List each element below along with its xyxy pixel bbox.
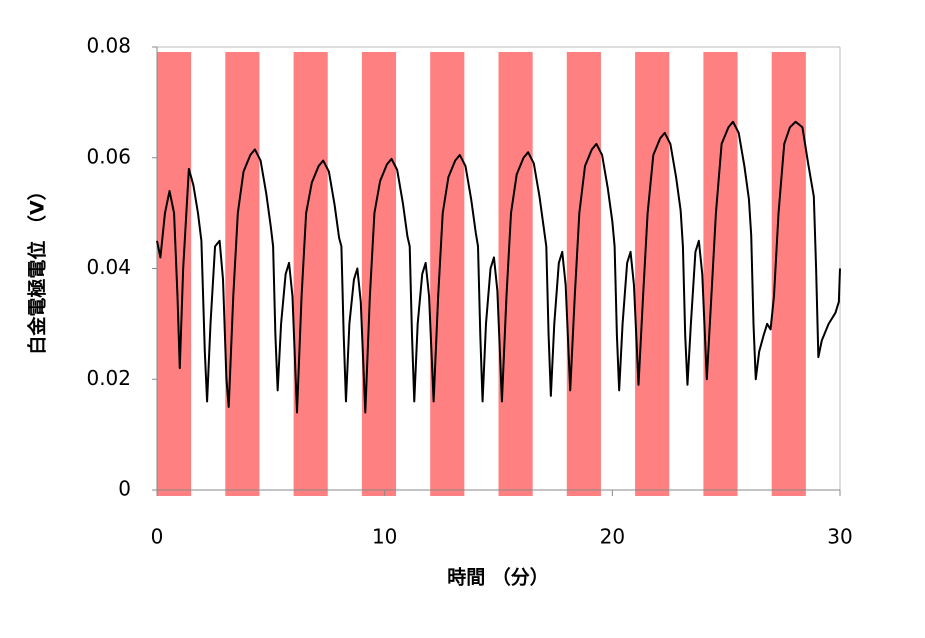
data-line bbox=[156, 120, 841, 414]
x-axis-title: 時間 （分） bbox=[447, 566, 549, 589]
shaded-span bbox=[430, 52, 465, 496]
y-axis-title: 白金電極電位 （V） bbox=[26, 181, 49, 354]
shaded-span bbox=[498, 52, 533, 496]
shaded-span bbox=[771, 52, 806, 496]
shaded-span bbox=[703, 52, 738, 496]
y-tick-label: 0.02 bbox=[86, 366, 131, 390]
x-tick-label: 0 bbox=[151, 525, 164, 549]
y-tick-label: 0 bbox=[118, 477, 131, 501]
shaded-span bbox=[225, 52, 260, 496]
x-tick-label: 30 bbox=[827, 525, 852, 549]
shaded-span bbox=[157, 52, 192, 496]
y-tick-label: 0.08 bbox=[86, 34, 131, 58]
x-tick-label: 20 bbox=[600, 525, 625, 549]
y-tick-label: 0.04 bbox=[86, 255, 131, 279]
x-tick-label: 10 bbox=[372, 525, 397, 549]
y-tick-label: 0.06 bbox=[86, 144, 131, 168]
shaded-span bbox=[566, 52, 601, 496]
shaded-span bbox=[635, 52, 670, 496]
shaded-span bbox=[361, 52, 397, 496]
shaded-span bbox=[293, 52, 328, 496]
